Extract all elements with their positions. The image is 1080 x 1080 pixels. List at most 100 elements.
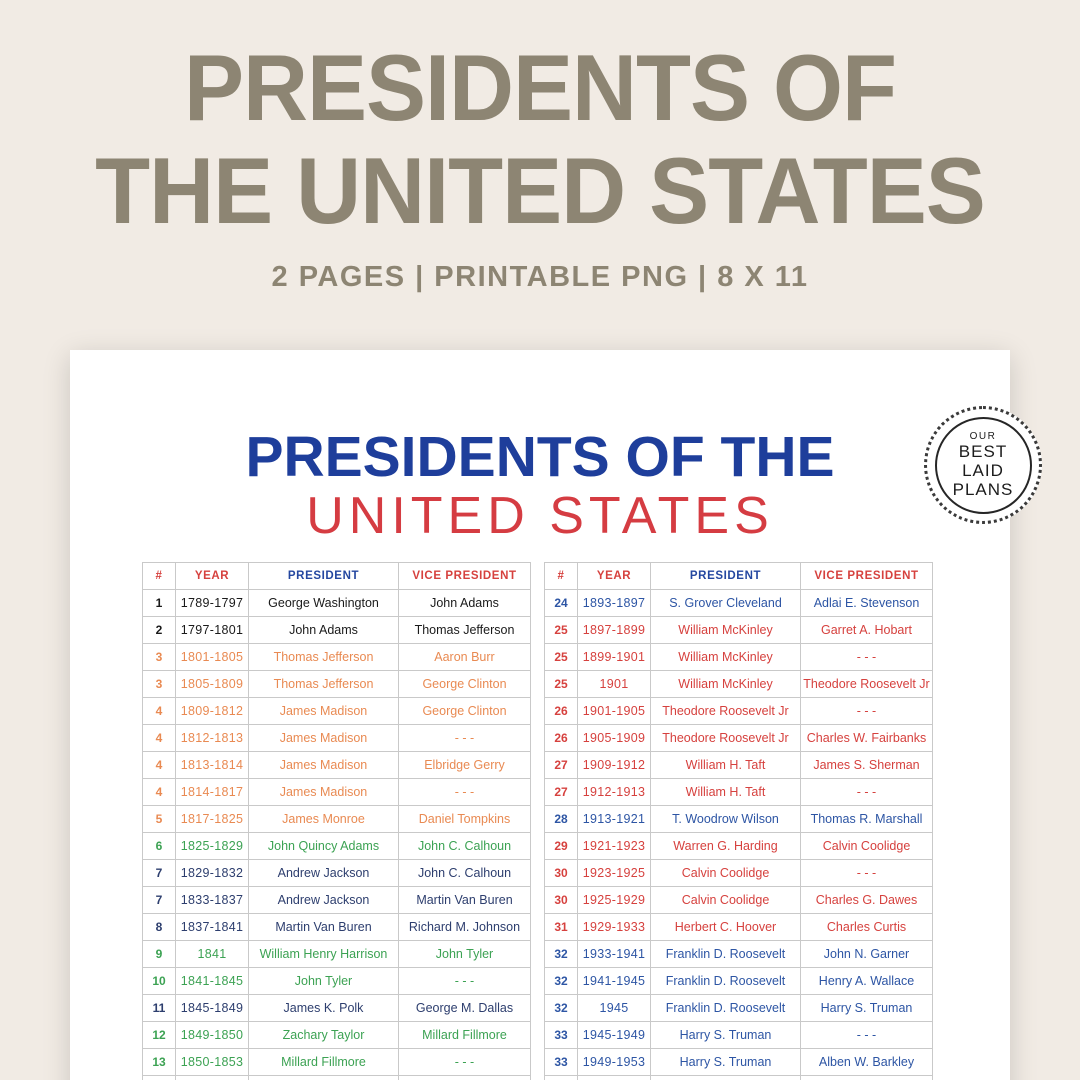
table-row: 33 1945-1949 Harry S. Truman - - -: [544, 1021, 933, 1050]
cell-year: 1849-1850: [175, 1021, 249, 1050]
cell-vice-president: John Adams: [398, 589, 531, 618]
table-row: 4 1809-1812 James Madison George Clinton: [142, 697, 531, 726]
cell-president: Harry S. Truman: [650, 1021, 801, 1050]
cell-num: 32: [544, 994, 578, 1023]
table-row: 27 1909-1912 William H. Taft James S. Sherm…: [544, 751, 933, 780]
cell-num: 27: [544, 778, 578, 807]
cell-president: Martin Van Buren: [248, 913, 399, 942]
cell-num: 30: [544, 859, 578, 888]
cell-president: S. Grover Cleveland: [650, 589, 801, 618]
cell-num: 26: [544, 697, 578, 726]
cell-vice-president: Henry A. Wallace: [800, 967, 933, 996]
cell-year: 1945-1949: [577, 1021, 651, 1050]
cell-num: 4: [142, 697, 176, 726]
cell-year: 1797-1801: [175, 616, 249, 645]
header-number: #: [544, 562, 578, 591]
cell-num: 33: [544, 1021, 578, 1050]
cell-num: 4: [142, 778, 176, 807]
cell-year: 1813-1814: [175, 751, 249, 780]
cell-year: 1841: [175, 940, 249, 969]
table-header-row: # YEAR PRESIDENT VICE PRESIDENT: [544, 562, 933, 591]
cell-president: William H. Taft: [650, 778, 801, 807]
table-row: 9 1841 William Henry Harrison John Tyler: [142, 940, 531, 969]
cell-president: William Henry Harrison: [248, 940, 399, 969]
cell-vice-president: Aaron Burr: [398, 643, 531, 672]
cell-year: 1801-1805: [175, 643, 249, 672]
table-row: 32 1941-1945 Franklin D. Roosevelt Henry A.…: [544, 967, 933, 996]
cell-year: 1901: [577, 670, 651, 699]
cell-vice-president: Theodore Roosevelt Jr: [800, 670, 933, 699]
table-row: 7 1833-1837 Andrew Jackson Martin Van Buren: [142, 886, 531, 915]
cell-year: 1897-1899: [577, 616, 651, 645]
cell-num: 14: [142, 1075, 176, 1080]
cell-num: 26: [544, 724, 578, 753]
cell-vice-president: John N. Garner: [800, 940, 933, 969]
brand-stamp-inner-circle: OUR BEST LAID PLANS: [934, 416, 1032, 514]
cell-num: 29: [544, 832, 578, 861]
badge-word-plans: PLANS: [952, 480, 1014, 500]
cell-num: 25: [544, 616, 578, 645]
cell-num: 12: [142, 1021, 176, 1050]
presidents-tables: # YEAR PRESIDENT VICE PRESIDENT 1 1789-17…: [142, 562, 939, 1080]
cell-vice-president: Alben W. Barkley: [800, 1048, 933, 1077]
cell-president: James Madison: [248, 778, 399, 807]
table-row: 32 1933-1941 Franklin D. Roosevelt John N. …: [544, 940, 933, 969]
cell-vice-president: Calvin Coolidge: [800, 832, 933, 861]
cell-num: 31: [544, 913, 578, 942]
table-row: 6 1825-1829 John Quincy Adams John C. Calho…: [142, 832, 531, 861]
cell-year: 1789-1797: [175, 589, 249, 618]
cell-num: 2: [142, 616, 176, 645]
cell-vice-president: Martin Van Buren: [398, 886, 531, 915]
cell-president: Franklin D. Roosevelt: [650, 940, 801, 969]
table-row: 24 1893-1897 S. Grover Cleveland Adlai E. S…: [544, 589, 933, 618]
cell-year: 1953-1961: [577, 1075, 651, 1080]
cell-vice-president: Charles Curtis: [800, 913, 933, 942]
cell-president: Franklin D. Roosevelt: [650, 967, 801, 996]
cell-vice-president: - - -: [398, 1048, 531, 1077]
listing-header: PRESIDENTS OF THE UNITED STATES 2 PAGES …: [0, 0, 1080, 294]
cell-president: Franklin D. Roosevelt: [650, 994, 801, 1023]
cell-vice-president: Charles G. Dawes: [800, 886, 933, 915]
cell-vice-president: Thomas Jefferson: [398, 616, 531, 645]
cell-vice-president: George M. Dallas: [398, 994, 531, 1023]
cell-president: T. Woodrow Wilson: [650, 805, 801, 834]
cell-year: 1921-1923: [577, 832, 651, 861]
cell-year: 1817-1825: [175, 805, 249, 834]
cell-num: 7: [142, 886, 176, 915]
cell-num: 28: [544, 805, 578, 834]
table-row: 30 1923-1925 Calvin Coolidge - - -: [544, 859, 933, 888]
cell-president: James Madison: [248, 697, 399, 726]
listing-title-line2: THE UNITED STATES: [95, 139, 986, 244]
cell-num: 32: [544, 967, 578, 996]
cell-vice-president: - - -: [800, 1021, 933, 1050]
cell-president: Dwight D. Eisenhower: [650, 1075, 801, 1080]
cell-vice-president: George Clinton: [398, 670, 531, 699]
cell-president: George Washington: [248, 589, 399, 618]
cell-num: 32: [544, 940, 578, 969]
cell-year: 1905-1909: [577, 724, 651, 753]
cell-president: James Madison: [248, 751, 399, 780]
table-row: 5 1817-1825 James Monroe Daniel Tompkins: [142, 805, 531, 834]
cell-vice-president: Charles W. Fairbanks: [800, 724, 933, 753]
badge-word-our: OUR: [969, 430, 997, 442]
cell-president: Calvin Coolidge: [650, 886, 801, 915]
cell-president: Thomas Jefferson: [248, 643, 399, 672]
cell-year: 1809-1812: [175, 697, 249, 726]
cell-vice-president: - - -: [398, 967, 531, 996]
table-row: 13 1850-1853 Millard Fillmore - - -: [142, 1048, 531, 1077]
cell-president: John Adams: [248, 616, 399, 645]
cell-year: 1837-1841: [175, 913, 249, 942]
cell-president: John Tyler: [248, 967, 399, 996]
table-row: 7 1829-1832 Andrew Jackson John C. Calhoun: [142, 859, 531, 888]
cell-year: 1941-1945: [577, 967, 651, 996]
cell-president: Calvin Coolidge: [650, 859, 801, 888]
cell-year: 1912-1913: [577, 778, 651, 807]
cell-num: 3: [142, 670, 176, 699]
cell-num: 24: [544, 589, 578, 618]
listing-subtitle: 2 PAGES | PRINTABLE PNG | 8 X 11: [271, 261, 809, 294]
cell-year: 1841-1845: [175, 967, 249, 996]
cell-president: William McKinley: [650, 616, 801, 645]
cell-vice-president: Richard M. Johnson: [398, 913, 531, 942]
document-title-line2: UNITED STATES: [306, 487, 774, 546]
cell-num: 13: [142, 1048, 176, 1077]
